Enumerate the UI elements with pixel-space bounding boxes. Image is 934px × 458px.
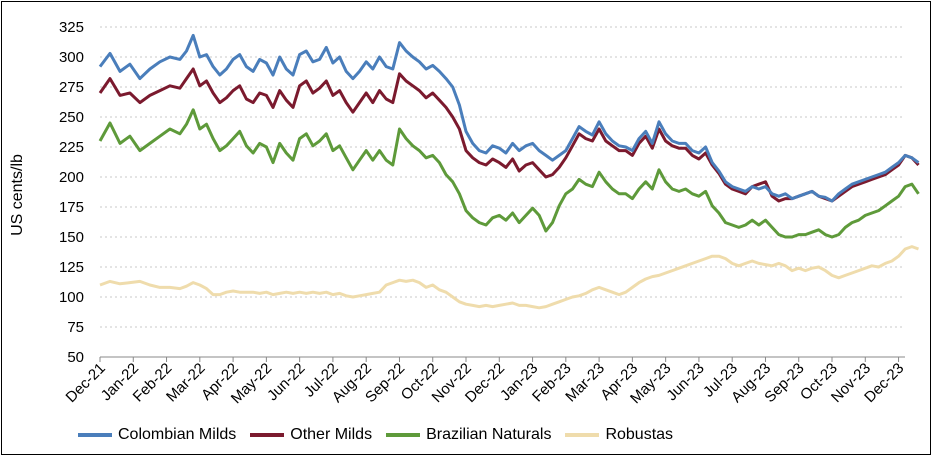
y-tick-label: 300 (59, 49, 84, 66)
series-line-brazilian-naturals (98, 108, 920, 239)
legend-swatch (565, 433, 600, 437)
series-group (98, 33, 920, 310)
y-tick-label: 250 (59, 109, 84, 126)
y-tick-label: 75 (67, 319, 84, 336)
y-tick-label: 275 (59, 79, 84, 96)
y-tick-label: 50 (67, 349, 84, 366)
x-tick-label: Jun-23 (663, 360, 707, 404)
y-tick-label: 200 (59, 169, 84, 186)
y-axis-ticks: 50 75 100 125 150 175 200 225 250 275 300 325 (59, 19, 84, 366)
y-tick-label: 325 (59, 19, 84, 36)
y-tick-label: 175 (59, 199, 84, 216)
series-line-colombian-milds (98, 33, 920, 203)
x-axis-ticks: Dec-21Jan-22Feb-22Mar-22Apr-22May-22Jun-… (63, 357, 907, 407)
legend-item: Other Milds (250, 426, 372, 444)
legend-item: Colombian Milds (78, 426, 236, 444)
legend-item: Robustas (565, 426, 673, 444)
y-tick-label: 100 (59, 289, 84, 306)
y-tick-label: 125 (59, 259, 84, 276)
legend-swatch (250, 433, 285, 437)
legend: Colombian Milds Other Milds Brazilian Natu… (78, 426, 687, 444)
grid-lines (100, 26, 905, 358)
y-axis-label: US cents/lb (9, 154, 26, 236)
legend-item: Brazilian Naturals (386, 426, 551, 444)
legend-swatch (386, 433, 421, 437)
legend-label: Brazilian Naturals (426, 426, 552, 443)
legend-swatch (78, 433, 112, 437)
legend-label: Robustas (605, 426, 674, 443)
series-line-robustas (99, 245, 920, 310)
legend-label: Other Milds (290, 426, 373, 443)
y-tick-label: 225 (59, 139, 84, 156)
legend-label: Colombian Milds (118, 426, 237, 443)
x-tick-label: Dec-21 (63, 360, 109, 406)
x-tick-label: Jun-22 (264, 360, 308, 404)
series-line-other-milds (98, 67, 920, 203)
y-tick-label: 150 (59, 229, 84, 246)
